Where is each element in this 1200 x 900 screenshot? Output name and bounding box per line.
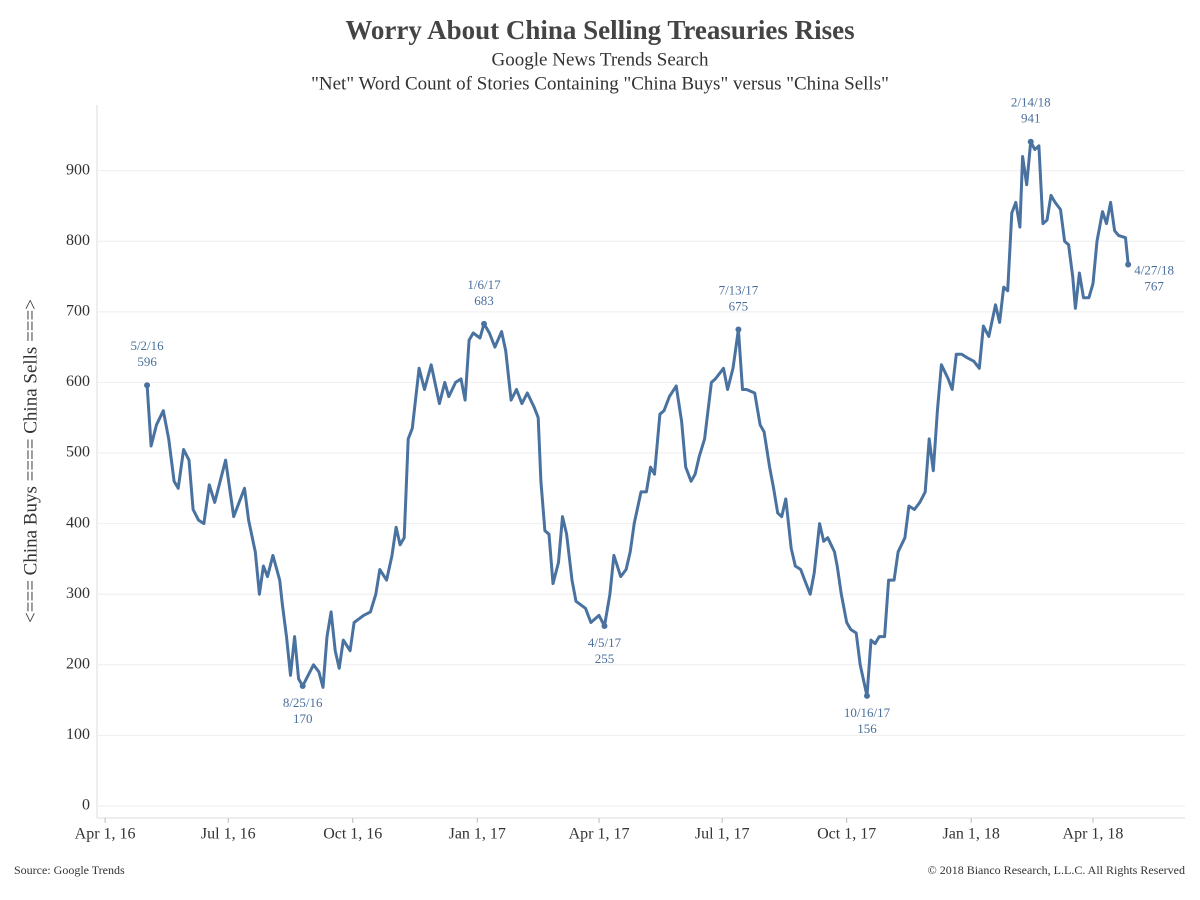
annotation-value: 596 (137, 354, 157, 369)
x-tick-label: Oct 1, 16 (323, 826, 382, 843)
y-tick-label: 400 (66, 514, 90, 531)
annotation-value: 683 (474, 293, 494, 308)
y-tick-label: 200 (66, 655, 90, 672)
annotation-label: 8/25/16 (283, 695, 323, 710)
y-tick-label: 800 (66, 232, 90, 249)
chart-subtitle: Google News Trends Search (492, 49, 709, 70)
y-tick-label: 500 (66, 444, 90, 461)
annotation-dot (144, 382, 151, 389)
annotation-label: 2/14/18 (1011, 95, 1051, 110)
line (145, 140, 1130, 698)
y-tick-label: 600 (66, 373, 90, 390)
annotation-label: 5/2/16 (130, 338, 164, 353)
annotation-dot (601, 622, 608, 629)
copyright: © 2018 Bianco Research, L.L.C. All Right… (928, 863, 1185, 877)
x-tick-label: Apr 1, 18 (1063, 826, 1124, 843)
y-tick-label: 900 (66, 161, 90, 178)
annotation-label: 7/13/17 (719, 282, 759, 297)
annotation-label: 10/16/17 (844, 705, 891, 720)
chart-subtitle: "Net" Word Count of Stories Containing "… (311, 73, 889, 94)
annotation-dot (299, 682, 306, 689)
annotation-value: 156 (857, 721, 877, 736)
x-tick-label: Jan 1, 18 (943, 826, 1000, 843)
annotation-dot (1027, 138, 1034, 145)
annotation-dot (863, 692, 870, 699)
x-tick-label: Apr 1, 17 (569, 826, 630, 843)
annotation-label: 1/6/17 (467, 277, 501, 292)
y-axis-label: <=== China Buys ==== China Sells ===> (20, 299, 41, 623)
source: Source: Google Trends (14, 863, 125, 877)
chart-title: Worry About China Selling Treasuries Ris… (345, 15, 854, 45)
annotation-value: 767 (1144, 279, 1164, 294)
annotation-label: 4/27/18 (1134, 263, 1174, 278)
y-tick-label: 700 (66, 303, 90, 320)
annotation-value: 941 (1021, 111, 1041, 126)
annotation-dot (735, 326, 742, 333)
annotation-value: 255 (595, 651, 615, 666)
x-tick-label: Oct 1, 17 (817, 826, 876, 843)
y-tick-label: 0 (82, 797, 90, 814)
y-tick-label: 100 (66, 726, 90, 743)
annotation-label: 4/5/17 (588, 635, 622, 650)
x-tick-label: Jul 1, 17 (695, 826, 750, 843)
x-tick-label: Jul 1, 16 (201, 826, 256, 843)
x-tick-label: Apr 1, 16 (75, 826, 136, 843)
x-tick-label: Jan 1, 17 (449, 826, 506, 843)
y-tick-label: 300 (66, 585, 90, 602)
annotation-dot (481, 320, 488, 327)
annotation-dot (1125, 261, 1132, 268)
annotation-value: 170 (293, 711, 313, 726)
annotation-value: 675 (729, 298, 749, 313)
